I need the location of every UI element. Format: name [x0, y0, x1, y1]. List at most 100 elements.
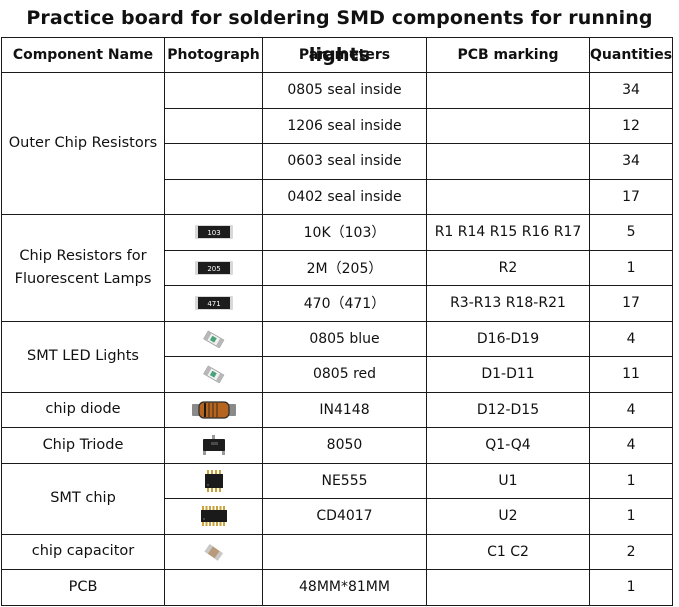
cell-quantity: 5: [588, 214, 674, 251]
cell-parameters: 48MM*81MM: [262, 569, 427, 606]
table-row: SMT chip NE555 U1 1: [1, 462, 674, 535]
table-row: 471 470（471） R3-R13 R18-R21 17: [2, 285, 674, 322]
cell-quantity: 12: [588, 107, 674, 144]
cell-quantity: 17: [588, 285, 674, 322]
cell-pcb-marking: U2: [426, 498, 590, 535]
cell-parameters: [262, 533, 427, 570]
photo-cell-empty: [164, 569, 263, 606]
photo-cell-empty: [164, 178, 263, 215]
header-pcb-marking: PCB marking: [426, 37, 590, 73]
cell-quantity: 4: [588, 320, 674, 357]
group-name-chip-capacitor: chip capacitor: [1, 533, 165, 570]
table-row: 0603 seal inside 34: [2, 143, 674, 180]
group-name-pcb: PCB: [1, 569, 165, 606]
cell-quantity: 11: [588, 356, 674, 393]
resistor-471-icon: 471: [194, 296, 233, 311]
cell-pcb-marking: D16-D19: [426, 320, 590, 357]
header-component-name: Component Name: [1, 37, 165, 73]
cell-quantity: 34: [588, 72, 674, 109]
table-row: CD4017 U2 1: [2, 498, 674, 535]
header-photograph: Photograph: [164, 37, 263, 73]
cell-parameters: 470（471）: [262, 285, 427, 322]
group-name-chip-diode: chip diode: [1, 391, 165, 428]
cell-parameters: 0805 blue: [262, 320, 427, 357]
cell-quantity: 2: [588, 533, 674, 570]
photo-cell-empty: [164, 107, 263, 144]
cell-pcb-marking: U1: [426, 462, 590, 499]
header-parameters: Parameters: [262, 37, 427, 73]
photo-cell: [164, 320, 263, 357]
cell-parameters: 0603 seal inside: [262, 143, 427, 180]
table-row: Chip Triode 8050 Q1-Q4 4: [1, 427, 674, 464]
group-name-chip-resistors-fluorescent: Chip Resistors for Fluorescent Lamps: [1, 214, 165, 322]
cell-parameters: 0805 red: [262, 356, 427, 393]
cell-pcb-marking: R3-R13 R18-R21: [426, 285, 590, 322]
cell-pcb-marking: [426, 107, 590, 144]
cell-quantity: 4: [588, 427, 674, 464]
cell-parameters: 1206 seal inside: [262, 107, 427, 144]
resistor-103-icon: 103: [194, 225, 233, 240]
cell-pcb-marking: [426, 569, 590, 606]
group-name-outer-chip-resistors: Outer Chip Resistors: [1, 72, 165, 215]
table-row: chip capacitor C1 C2 2: [1, 533, 674, 570]
cell-quantity: 1: [588, 249, 674, 286]
group-name-smt-led-lights: SMT LED Lights: [1, 320, 165, 393]
cell-parameters: 2M（205）: [262, 249, 427, 286]
capacitor-icon: [204, 543, 223, 561]
ic-8pin-icon: [204, 469, 223, 492]
page-title: Practice board for soldering SMD compone…: [26, 7, 653, 66]
group-name-chip-triode: Chip Triode: [1, 427, 165, 464]
cell-quantity: 1: [588, 569, 674, 606]
cell-parameters: 0402 seal inside: [262, 178, 427, 215]
resistor-code-label: 471: [207, 300, 220, 308]
photo-cell: [164, 356, 263, 393]
photo-cell: [164, 427, 263, 464]
table-row: 0402 seal inside 17: [2, 178, 674, 215]
cell-pcb-marking: R1 R14 R15 R16 R17: [426, 214, 590, 251]
components-table: Component Name Photograph Parameters PCB…: [1, 37, 674, 606]
table-row: chip diode IN4148 D12-D15 4: [1, 391, 674, 428]
photo-cell: 205: [164, 249, 263, 286]
cell-quantity: 1: [588, 462, 674, 499]
cell-quantity: 17: [588, 178, 674, 215]
cell-pcb-marking: [426, 72, 590, 109]
table-row: PCB 48MM*81MM 1: [1, 569, 674, 606]
header-row: Component Name Photograph Parameters PCB…: [1, 37, 674, 73]
cell-parameters: CD4017: [262, 498, 427, 535]
cell-quantity: 1: [588, 498, 674, 535]
cell-parameters: NE555: [262, 462, 427, 499]
led-icon: [202, 365, 224, 384]
cell-pcb-marking: [426, 143, 590, 180]
photo-cell-empty: [164, 72, 263, 109]
resistor-code-label: 103: [207, 229, 220, 237]
header-quantities: Quantities: [588, 37, 674, 73]
photo-cell: [164, 462, 263, 499]
ic-16pin-icon: [200, 506, 227, 527]
cell-quantity: 4: [588, 391, 674, 428]
cell-parameters: IN4148: [262, 391, 427, 428]
table-row: Chip Resistors for Fluorescent Lamps 103…: [1, 214, 674, 322]
table-row: Outer Chip Resistors 0805 seal inside 34: [1, 72, 674, 215]
transistor-icon: [202, 435, 225, 456]
cell-pcb-marking: [426, 178, 590, 215]
cell-pcb-marking: D1-D11: [426, 356, 590, 393]
photo-cell: [164, 533, 263, 570]
cell-pcb-marking: Q1-Q4: [426, 427, 590, 464]
photo-cell: 103: [164, 214, 263, 251]
cell-parameters: 0805 seal inside: [262, 72, 427, 109]
diode-icon: [191, 401, 236, 419]
cell-pcb-marking: D12-D15: [426, 391, 590, 428]
table-row: 0805 red D1-D11 11: [2, 356, 674, 393]
photo-cell-empty: [164, 143, 263, 180]
table-row: SMT LED Lights 0805 blue D16-D19 4: [1, 320, 674, 393]
photo-cell: [164, 498, 263, 535]
cell-quantity: 34: [588, 143, 674, 180]
cell-pcb-marking: R2: [426, 249, 590, 286]
cell-pcb-marking: C1 C2: [426, 533, 590, 570]
resistor-205-icon: 205: [194, 260, 233, 275]
cell-parameters: 8050: [262, 427, 427, 464]
photo-cell: [164, 391, 263, 428]
cell-parameters: 10K（103）: [262, 214, 427, 251]
photo-cell: 471: [164, 285, 263, 322]
resistor-code-label: 205: [207, 265, 220, 273]
